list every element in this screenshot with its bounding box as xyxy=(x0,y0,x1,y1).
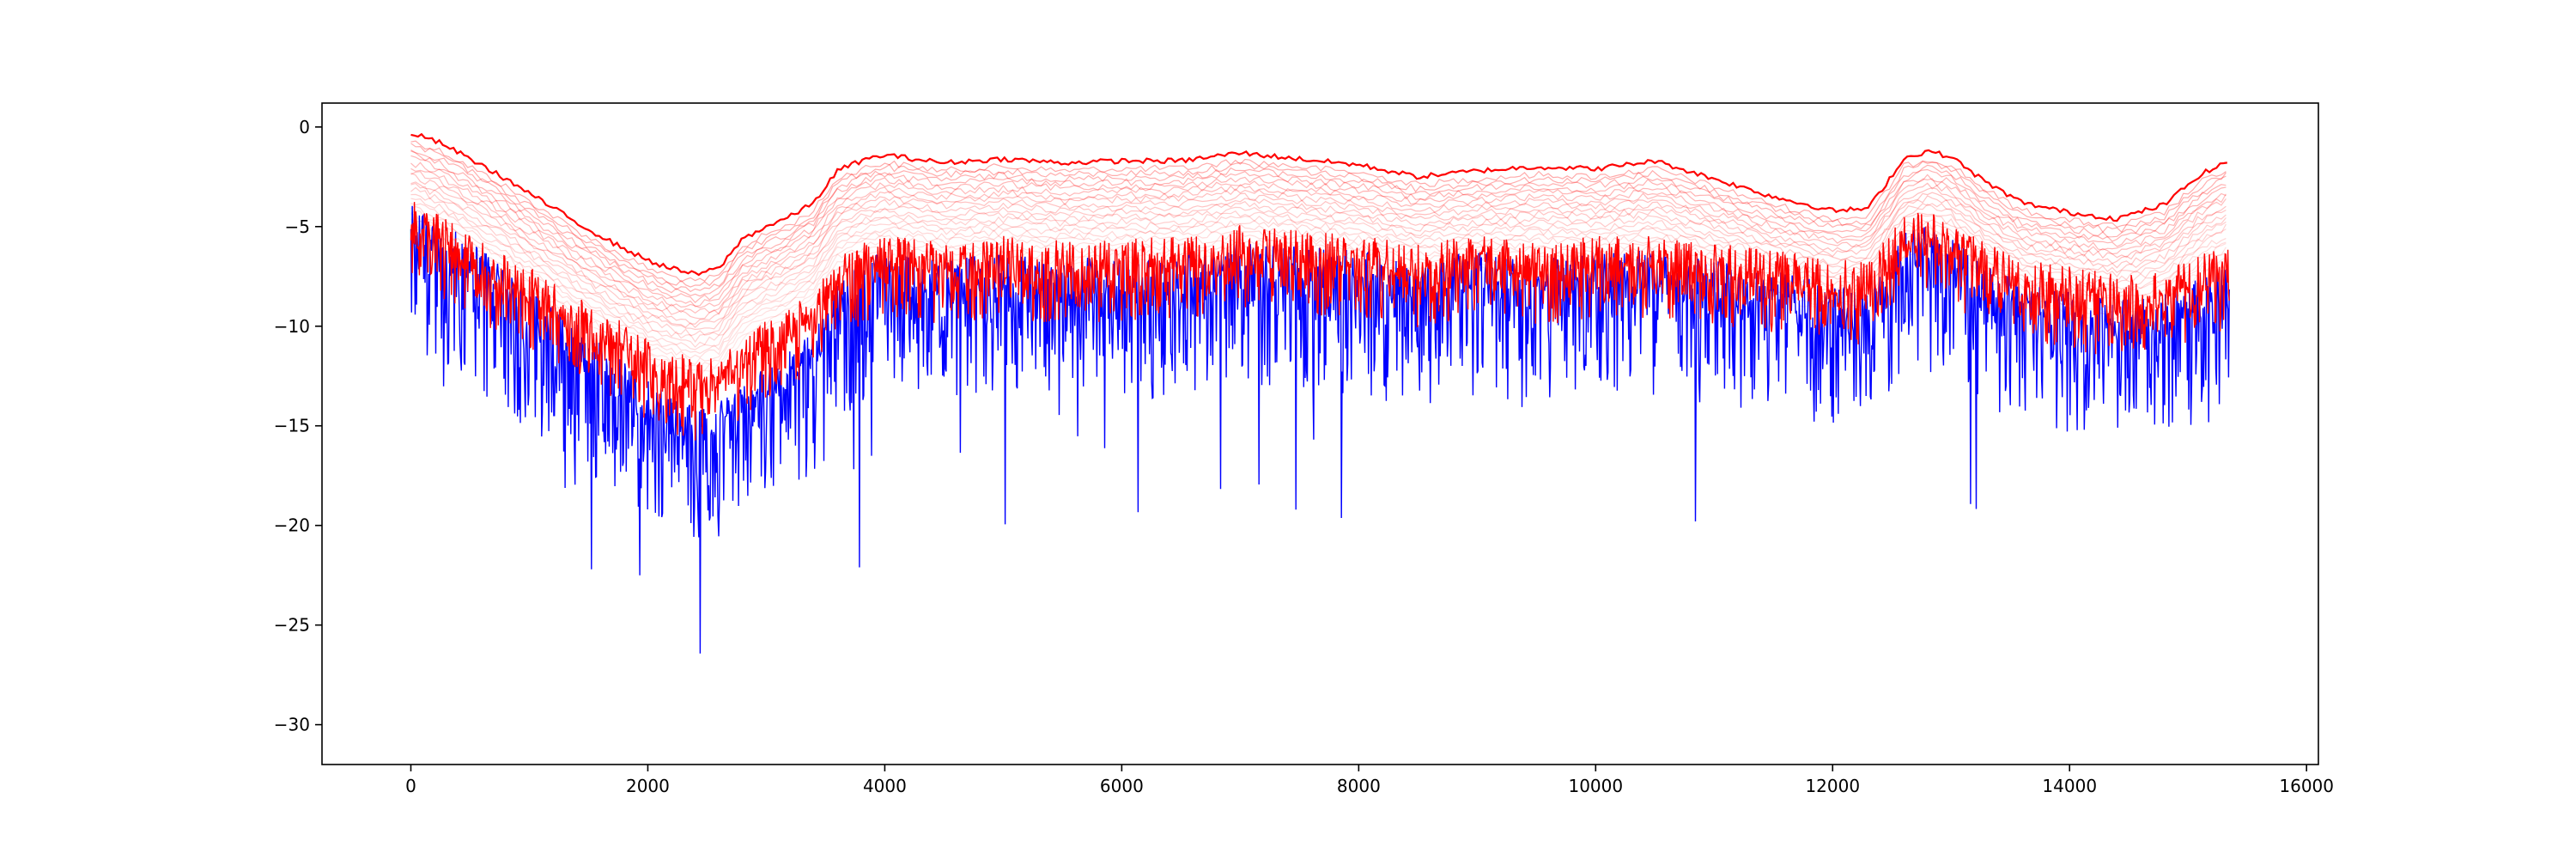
faded-envelope-line xyxy=(410,168,2227,308)
faded-envelope-line xyxy=(410,161,2227,308)
faded-envelope-line xyxy=(410,193,2227,337)
faded-envelope-line xyxy=(410,203,2227,348)
faded-envelope-line xyxy=(410,181,2227,325)
faded-envelope-line xyxy=(410,149,2227,293)
y-tick-label: −5 xyxy=(285,216,310,237)
x-tick-label: 14000 xyxy=(2042,776,2097,796)
x-tick-label: 8000 xyxy=(1337,776,1381,796)
faded-envelope-line xyxy=(410,172,2227,320)
y-tick-label: −15 xyxy=(274,416,310,436)
red-upper-envelope-line xyxy=(410,132,2227,277)
x-tick-label: 4000 xyxy=(863,776,907,796)
x-tick-label: 6000 xyxy=(1100,776,1144,796)
plot-frame xyxy=(321,102,2319,765)
faded-envelope-line xyxy=(410,150,2227,297)
faded-envelope-line xyxy=(410,182,2227,329)
y-tick-label: −20 xyxy=(274,515,310,536)
y-tick-label: 0 xyxy=(299,117,310,137)
x-tick-label: 16000 xyxy=(2279,776,2334,796)
series-group xyxy=(410,132,2230,654)
y-axis: 0 −5 −10 −15 −20 −25 −30 xyxy=(274,117,322,735)
x-axis: 0 2000 4000 6000 8000 10000 12000 14000 16000 xyxy=(405,765,2334,796)
faded-envelope-line xyxy=(410,186,2227,331)
faded-envelope-line xyxy=(410,198,2227,343)
y-tick-label: −10 xyxy=(274,316,310,337)
faded-envelope-line xyxy=(410,170,2227,314)
x-tick-label: 0 xyxy=(405,776,416,796)
faded-envelope-line xyxy=(410,205,2227,350)
y-tick-label: −30 xyxy=(274,715,310,735)
faded-envelope-line xyxy=(410,155,2227,303)
red-series-band-line xyxy=(410,202,2230,441)
faded-envelope-line xyxy=(410,140,2227,283)
x-tick-label: 10000 xyxy=(1568,776,1623,796)
x-tick-label: 12000 xyxy=(1805,776,1860,796)
y-tick-label: −25 xyxy=(274,615,310,636)
x-tick-label: 2000 xyxy=(626,776,670,796)
faded-envelope-line xyxy=(410,143,2227,288)
